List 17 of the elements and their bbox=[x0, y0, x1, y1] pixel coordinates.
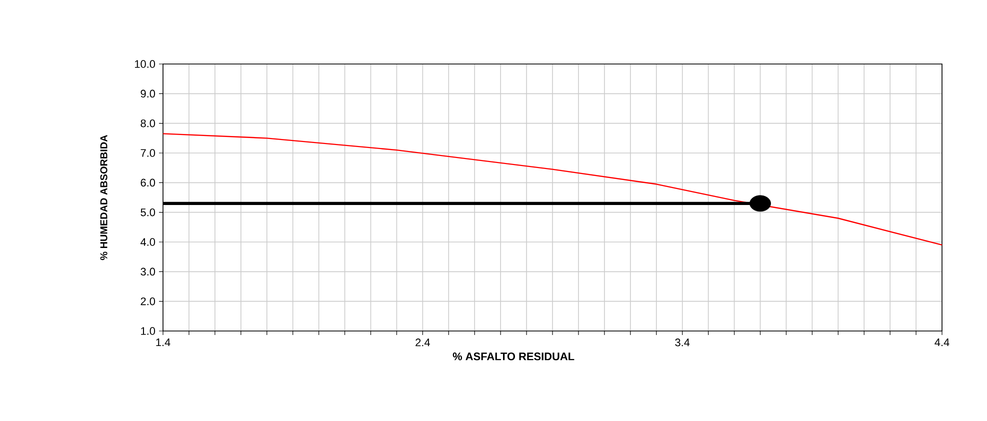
x-tick-label: 3.4 bbox=[675, 338, 690, 346]
x-tick-label: 2.4 bbox=[416, 338, 430, 346]
line-series bbox=[162, 133, 943, 246]
y-tick-label: 2.0 bbox=[140, 297, 156, 306]
y-tick-label: 5.0 bbox=[140, 208, 156, 216]
y-tick-label: 4.0 bbox=[140, 238, 156, 246]
y-tick-label: 9.0 bbox=[140, 90, 156, 98]
x-tick-label: 1.4 bbox=[156, 338, 170, 346]
y-tick-label: 10.0 bbox=[134, 60, 156, 68]
x-tick-label: 4.4 bbox=[934, 338, 950, 346]
y-tick-label: 7.0 bbox=[140, 149, 156, 157]
y-tick-label: 1.0 bbox=[141, 327, 156, 335]
x-axis-title: % ASFALTO RESIDUAL bbox=[452, 352, 574, 360]
y-axis-title: % HUMEDAD ABSORBIDA bbox=[100, 134, 108, 260]
y-tick-label: 8.0 bbox=[140, 119, 156, 128]
y-tick-label: 3.0 bbox=[140, 268, 156, 276]
y-tick-label: 6.0 bbox=[140, 178, 156, 187]
